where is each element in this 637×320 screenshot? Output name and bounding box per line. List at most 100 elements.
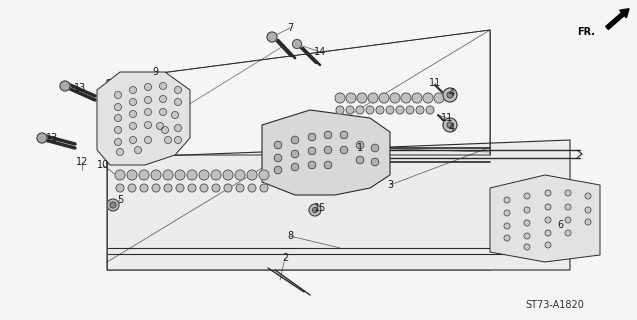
Circle shape — [224, 184, 232, 192]
Circle shape — [565, 204, 571, 210]
Circle shape — [545, 204, 551, 210]
Circle shape — [211, 170, 221, 180]
Circle shape — [324, 146, 332, 154]
Circle shape — [175, 124, 182, 132]
Circle shape — [235, 170, 245, 180]
Circle shape — [291, 163, 299, 171]
Text: 10: 10 — [97, 160, 109, 170]
Circle shape — [356, 106, 364, 114]
Circle shape — [308, 161, 316, 169]
Text: 12: 12 — [76, 157, 88, 167]
Circle shape — [115, 92, 122, 99]
Circle shape — [585, 219, 591, 225]
Polygon shape — [490, 175, 600, 262]
Circle shape — [292, 39, 301, 49]
Circle shape — [545, 217, 551, 223]
Circle shape — [175, 86, 182, 93]
Circle shape — [426, 106, 434, 114]
Circle shape — [524, 233, 530, 239]
Circle shape — [416, 106, 424, 114]
Circle shape — [145, 108, 152, 116]
Circle shape — [524, 220, 530, 226]
Circle shape — [390, 93, 400, 103]
Circle shape — [163, 170, 173, 180]
Circle shape — [545, 190, 551, 196]
Circle shape — [115, 126, 122, 133]
Text: 4: 4 — [449, 88, 455, 98]
Circle shape — [274, 166, 282, 174]
Circle shape — [565, 217, 571, 223]
Text: 15: 15 — [314, 203, 326, 213]
Text: 7: 7 — [287, 23, 293, 33]
Circle shape — [309, 204, 321, 216]
Circle shape — [371, 158, 379, 166]
Circle shape — [524, 244, 530, 250]
Circle shape — [443, 88, 457, 102]
Circle shape — [366, 106, 374, 114]
Circle shape — [247, 170, 257, 180]
Polygon shape — [262, 110, 390, 195]
Text: 2: 2 — [282, 253, 288, 263]
Text: ST73-A1820: ST73-A1820 — [526, 300, 584, 310]
Circle shape — [151, 170, 161, 180]
Text: 3: 3 — [387, 180, 393, 190]
Circle shape — [524, 207, 530, 213]
Circle shape — [346, 106, 354, 114]
Text: 13: 13 — [46, 133, 58, 143]
Circle shape — [199, 170, 209, 180]
Circle shape — [267, 32, 277, 42]
Circle shape — [340, 146, 348, 154]
Circle shape — [60, 81, 70, 91]
Circle shape — [139, 170, 149, 180]
Text: 13: 13 — [74, 83, 86, 93]
Circle shape — [115, 139, 122, 146]
Circle shape — [162, 126, 169, 133]
Circle shape — [259, 170, 269, 180]
Circle shape — [545, 242, 551, 248]
Circle shape — [504, 223, 510, 229]
Circle shape — [129, 123, 136, 130]
Circle shape — [248, 184, 256, 192]
Circle shape — [164, 184, 172, 192]
Circle shape — [145, 122, 152, 129]
Circle shape — [274, 141, 282, 149]
Circle shape — [308, 133, 316, 141]
Circle shape — [176, 184, 184, 192]
Circle shape — [145, 137, 152, 143]
Circle shape — [157, 123, 164, 130]
Text: 14: 14 — [314, 47, 326, 57]
Circle shape — [340, 131, 348, 139]
Circle shape — [585, 207, 591, 213]
Circle shape — [356, 156, 364, 164]
Text: 4: 4 — [449, 123, 455, 133]
Circle shape — [423, 93, 433, 103]
Circle shape — [159, 108, 166, 116]
Circle shape — [406, 106, 414, 114]
Text: 6: 6 — [557, 220, 563, 230]
Circle shape — [107, 199, 119, 211]
FancyArrow shape — [606, 9, 629, 29]
Polygon shape — [97, 72, 190, 165]
Circle shape — [308, 147, 316, 155]
Circle shape — [110, 202, 116, 208]
Circle shape — [412, 93, 422, 103]
Circle shape — [129, 110, 136, 117]
Circle shape — [129, 99, 136, 106]
Circle shape — [386, 106, 394, 114]
Circle shape — [129, 137, 136, 143]
Circle shape — [379, 93, 389, 103]
Circle shape — [504, 197, 510, 203]
Circle shape — [145, 84, 152, 91]
Circle shape — [37, 133, 47, 143]
Polygon shape — [107, 140, 570, 270]
Text: FR.: FR. — [577, 27, 595, 37]
Circle shape — [128, 184, 136, 192]
Circle shape — [164, 137, 171, 143]
Circle shape — [175, 137, 182, 143]
Circle shape — [443, 118, 457, 132]
Circle shape — [129, 86, 136, 93]
Circle shape — [159, 83, 166, 90]
Circle shape — [260, 184, 268, 192]
Circle shape — [274, 154, 282, 162]
Circle shape — [396, 106, 404, 114]
